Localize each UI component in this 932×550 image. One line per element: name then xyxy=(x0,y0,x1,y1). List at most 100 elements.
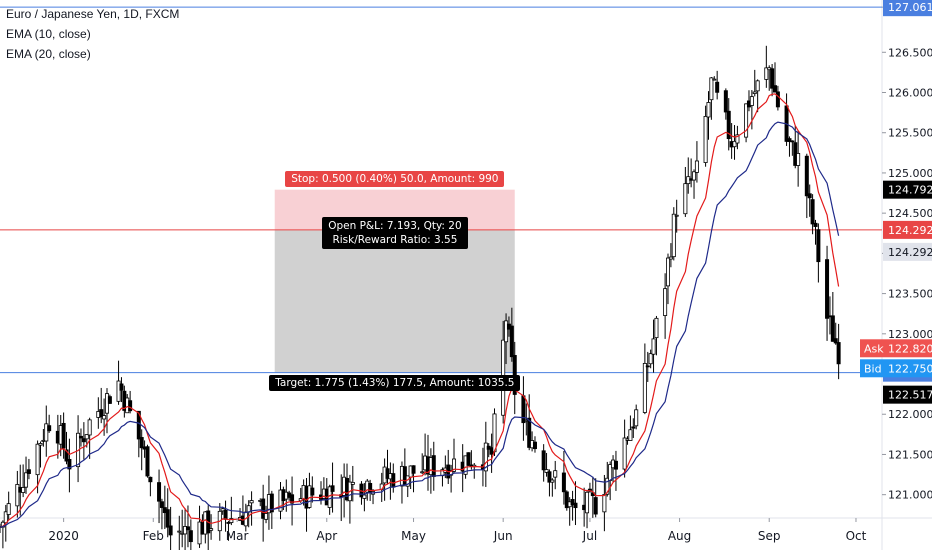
candle xyxy=(6,503,11,515)
candle xyxy=(796,153,801,166)
candle xyxy=(605,477,610,495)
candle xyxy=(770,68,775,89)
candle xyxy=(712,78,717,81)
y-tick-label: 123.000 xyxy=(888,328,932,341)
tag-high-bg xyxy=(883,0,932,17)
candle xyxy=(107,396,112,404)
bid-tag-bg xyxy=(860,359,932,378)
candle xyxy=(810,199,815,225)
x-tick-label: Apr xyxy=(316,529,337,543)
candle xyxy=(816,229,821,263)
ask-value: 122.820 xyxy=(888,342,932,355)
candle xyxy=(634,409,639,427)
candle xyxy=(642,363,647,413)
candle xyxy=(787,138,792,142)
tag-entry-bg xyxy=(883,220,932,239)
candle xyxy=(602,494,607,513)
tag-stop: 124.792 xyxy=(888,184,932,197)
candle xyxy=(613,460,618,470)
ema-10-legend[interactable]: EMA (10, close) xyxy=(6,27,91,41)
candle xyxy=(622,437,627,470)
candle xyxy=(715,81,720,93)
candle xyxy=(47,425,52,432)
tag-target-black: 122.517 xyxy=(888,389,932,402)
candle xyxy=(593,497,598,515)
candle xyxy=(84,434,89,440)
candle xyxy=(431,455,436,477)
tag-target-black-bg xyxy=(883,385,932,404)
profit-zone xyxy=(274,229,515,373)
candle xyxy=(229,518,234,523)
candle xyxy=(492,413,497,453)
candle xyxy=(26,469,31,474)
pnl-label: Open P&L: 7.193, Qty: 20 Risk/Reward Rat… xyxy=(322,216,468,249)
candle xyxy=(527,417,532,448)
candle xyxy=(755,80,760,92)
candle xyxy=(668,256,673,260)
candle xyxy=(825,259,830,319)
candle xyxy=(504,320,509,343)
candle xyxy=(631,426,636,429)
x-tick-label: Oct xyxy=(846,529,867,543)
candle xyxy=(165,509,170,528)
y-tick-label: 121.000 xyxy=(888,489,932,502)
candle xyxy=(188,530,193,543)
target-label: Target: 1.775 (1.43%) 177.5, Amount: 103… xyxy=(269,374,521,391)
ema-20-legend[interactable]: EMA (20, close) xyxy=(6,47,91,61)
candle xyxy=(671,213,676,258)
candle xyxy=(735,134,740,144)
candle xyxy=(78,435,83,439)
stop-label: Stop: 0.500 (0.40%) 50.0, Amount: 990 xyxy=(285,170,505,187)
x-tick-label: 2020 xyxy=(48,529,79,543)
candle xyxy=(145,446,150,477)
bid-label: Bid xyxy=(864,362,882,375)
candle xyxy=(674,214,679,217)
candle xyxy=(35,443,40,476)
chart-legend: Euro / Japanese Yen, 1D, FXCM EMA (10, c… xyxy=(6,4,179,64)
candle xyxy=(752,91,757,94)
x-tick-label: Jun xyxy=(493,529,513,543)
candle xyxy=(185,526,190,531)
candle xyxy=(139,437,144,449)
candle xyxy=(264,513,269,520)
candle xyxy=(813,222,818,227)
candle xyxy=(87,419,92,436)
tag-stop-bg xyxy=(883,180,932,199)
symbol-title[interactable]: Euro / Japanese Yen, 1D, FXCM xyxy=(6,7,180,21)
candle xyxy=(64,449,69,462)
candle xyxy=(21,487,26,493)
candle xyxy=(570,499,575,506)
candle xyxy=(38,443,43,446)
y-tick-label: 125.500 xyxy=(888,127,932,140)
candle xyxy=(350,482,355,485)
tag-entry: 124.292 xyxy=(888,224,932,237)
y-tick-label: 126.000 xyxy=(888,87,932,100)
tag-high: 127.061 xyxy=(888,1,932,14)
candle xyxy=(744,103,749,138)
candle xyxy=(249,500,254,504)
y-tick-label: 124.500 xyxy=(888,207,932,220)
candle xyxy=(764,67,769,80)
candle xyxy=(61,422,66,449)
candle xyxy=(550,479,555,483)
candle xyxy=(547,471,552,483)
price-tags: 127.061124.792124.292124.292122.517122.5… xyxy=(860,0,932,404)
candle xyxy=(654,317,659,339)
x-tick-label: May xyxy=(401,529,426,543)
ema-10-line xyxy=(0,93,840,528)
y-tick-label: 123.500 xyxy=(888,288,932,301)
candle xyxy=(116,380,121,402)
candle xyxy=(706,102,711,118)
candle xyxy=(703,116,708,163)
x-tick-label: Jul xyxy=(582,529,597,543)
candle xyxy=(732,140,737,148)
ask-label: Ask xyxy=(864,342,884,355)
x-tick-label: Aug xyxy=(668,529,691,543)
candle xyxy=(362,494,367,499)
ema-20-line xyxy=(0,121,840,528)
candle xyxy=(483,442,488,472)
pnl-text: Open P&L: 7.193, Qty: 20 xyxy=(328,219,462,232)
candle xyxy=(521,395,526,424)
